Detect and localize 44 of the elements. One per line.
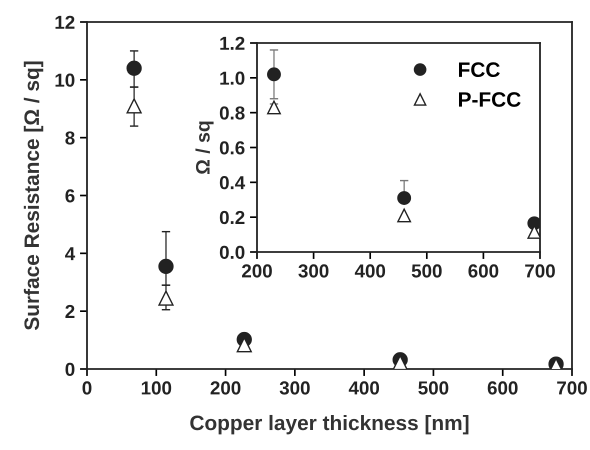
- legend-label: FCC: [458, 62, 500, 78]
- y-tick-label: 0.2: [220, 210, 244, 224]
- x-tick-label: 700: [525, 264, 555, 278]
- x-tick-label: 400: [348, 381, 380, 395]
- point: [267, 100, 281, 114]
- point: [527, 225, 540, 239]
- y-tick-label: 0.6: [220, 141, 245, 154]
- y-tick-label: 0.4: [220, 176, 246, 190]
- point: [236, 337, 252, 352]
- x-tick-label: 500: [418, 381, 448, 395]
- x-tick-label: 700: [557, 381, 587, 395]
- point: [392, 355, 408, 369]
- y-axis-title: Surface Resistance [Ω / sq]: [24, 62, 44, 330]
- point: [158, 290, 174, 306]
- y-tick-label: 10: [56, 74, 74, 87]
- y-tick-label: 1.0: [220, 72, 244, 85]
- y-tick-label: 12: [56, 16, 74, 29]
- point: [126, 98, 142, 114]
- x-tick-label: 300: [298, 264, 328, 278]
- point: [267, 67, 281, 82]
- x-tick-label: 500: [412, 264, 442, 278]
- point: [126, 60, 142, 76]
- y-tick-label: 0.0: [220, 246, 244, 259]
- x-tick-label: 400: [354, 264, 386, 278]
- y-tick-label: 4: [65, 247, 76, 260]
- legend-label: P-FCC: [458, 92, 521, 107]
- x-tick-label: 100: [142, 381, 172, 395]
- y-tick-label: 0.8: [220, 106, 245, 120]
- y-tick-label: 8: [65, 131, 75, 145]
- point: [158, 258, 174, 274]
- point: [397, 208, 412, 222]
- x-tick-label: 600: [468, 264, 498, 278]
- point: [397, 191, 412, 205]
- x-tick-label: 200: [242, 264, 272, 278]
- x-tick-label: 600: [488, 381, 518, 395]
- y-axis-title: Ω / sq: [195, 122, 214, 174]
- x-tick-label: 300: [280, 381, 310, 395]
- y-tick-label: 6: [65, 189, 75, 202]
- y-tick-label: 2: [65, 304, 74, 318]
- x-axis-title: Copper layer thickness [nm]: [190, 414, 468, 434]
- x-tick-label: 0: [82, 381, 92, 395]
- x-tick-label: 200: [210, 381, 240, 395]
- y-tick-label: 0: [66, 362, 74, 376]
- y-tick-label: 1.2: [220, 36, 244, 50]
